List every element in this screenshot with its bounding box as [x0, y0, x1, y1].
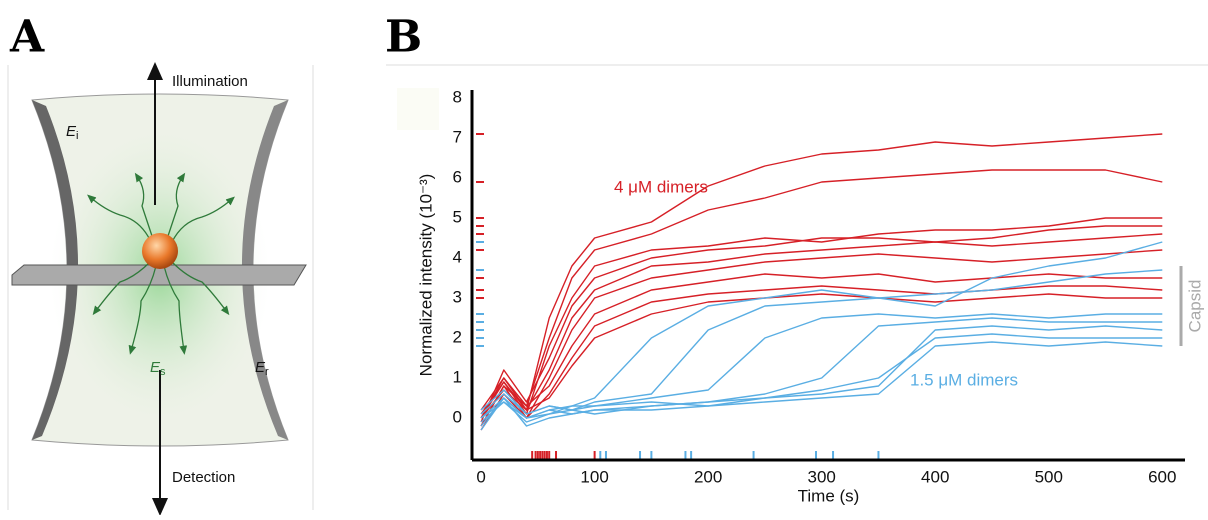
trace: [480, 249, 1163, 431]
x-axis-title: Time (s): [798, 486, 860, 505]
y-tick-label: 6: [453, 167, 462, 186]
y-axis-title: Normalized intensity (10⁻³): [416, 174, 435, 377]
y-tick-label: 2: [453, 327, 462, 346]
particle: [142, 233, 178, 269]
subscript: i: [76, 130, 78, 142]
scattered-waves: [87, 172, 235, 355]
trace: [480, 317, 1163, 431]
wavefront: [241, 100, 288, 440]
field-label: Er: [255, 359, 269, 378]
y-tick-label: 1: [453, 367, 462, 386]
trace: [480, 133, 1163, 419]
trace: [480, 293, 1163, 419]
x-tick-label: 0: [476, 467, 485, 486]
plot: 0 1 2 3 4 5 6 7 8 0 100 200 300 400 500 600 Time (s) Norm…: [416, 87, 1204, 505]
coverslip: [11, 264, 307, 286]
trace: [480, 333, 1163, 423]
field-label: Ei: [66, 123, 78, 142]
x-tick-label: 600: [1148, 467, 1176, 486]
x-tick-label: 400: [921, 467, 949, 486]
trace: [480, 225, 1163, 423]
label: Detection: [172, 469, 235, 486]
y-tick-label: 4: [453, 247, 462, 266]
x-tick-label: 200: [694, 467, 722, 486]
trace: [480, 285, 1163, 427]
subscript: s: [160, 366, 166, 378]
panel-label: B: [385, 12, 422, 63]
symbol: E: [66, 123, 77, 140]
symbol: E: [150, 359, 161, 376]
trace: [480, 217, 1163, 415]
label: Illumination: [172, 73, 248, 90]
trace: [480, 313, 1163, 423]
y-tick-label: 3: [453, 287, 462, 306]
annotation: Capsid: [1185, 280, 1204, 333]
x-tick-label: 500: [1035, 467, 1063, 486]
trace: [480, 233, 1163, 419]
symbol: E: [255, 359, 266, 376]
y-tick-label: 8: [453, 87, 462, 106]
wavefront: [32, 100, 79, 440]
annotation: 1.5 μM dimers: [910, 370, 1018, 389]
y-tick-label: 0: [453, 407, 462, 426]
trace: [480, 273, 1163, 411]
annotation: 4 μM dimers: [614, 177, 708, 196]
trace: [480, 341, 1163, 427]
y-tick-label: 5: [453, 207, 462, 226]
decor: [397, 88, 439, 130]
subscript: r: [265, 366, 269, 378]
trace: [480, 325, 1163, 415]
x-tick-label: 100: [580, 467, 608, 486]
trace: [480, 169, 1163, 427]
y-tick-label: 7: [453, 127, 462, 146]
panel-label: A: [9, 12, 45, 63]
x-tick-label: 300: [808, 467, 836, 486]
field-label: Es: [150, 359, 166, 378]
